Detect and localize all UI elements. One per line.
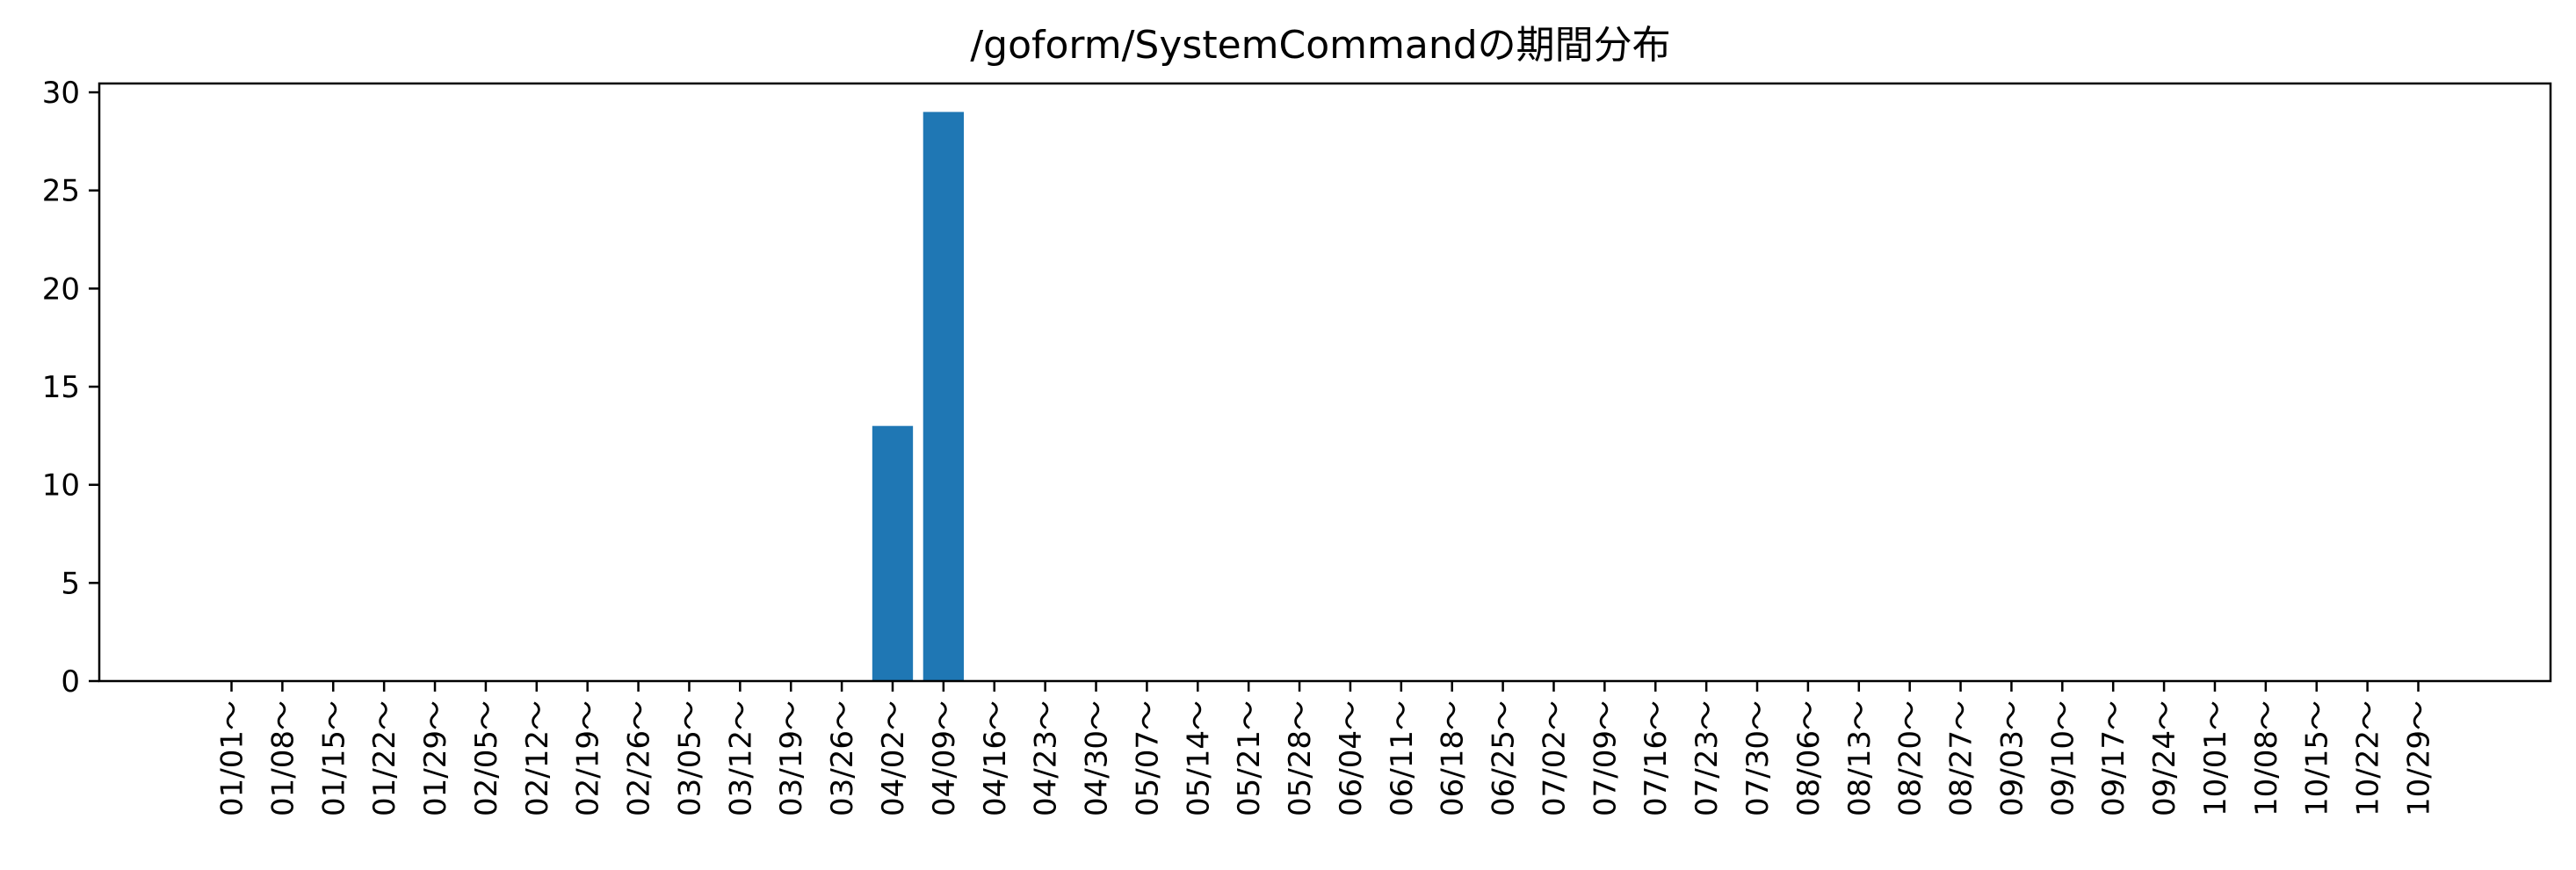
- bar-04/02～: [872, 425, 914, 681]
- x-tick-label: 04/16～: [978, 700, 1013, 816]
- y-tick-label: 20: [42, 272, 80, 307]
- x-tick-label: 04/23～: [1029, 700, 1064, 816]
- y-tick-label: 25: [42, 174, 80, 209]
- x-tick-label: 07/16～: [1639, 700, 1674, 816]
- y-tick-label: 15: [42, 370, 80, 405]
- y-tick-label: 30: [42, 76, 80, 111]
- x-tick-label: 02/26～: [622, 700, 657, 816]
- x-tick-label: 09/10～: [2045, 700, 2080, 816]
- y-tick-label: 5: [61, 566, 80, 601]
- x-tick-label: 08/27～: [1944, 700, 1979, 816]
- y-axis: 0 5 10 15 20 25 30: [42, 76, 99, 700]
- x-tick-label: 05/21～: [1232, 700, 1267, 816]
- x-tick-label: 07/02～: [1537, 700, 1572, 816]
- x-tick-label: 10/22～: [2351, 700, 2386, 816]
- x-tick-label: 03/19～: [774, 700, 809, 816]
- x-tick-label: 03/05～: [672, 700, 707, 816]
- x-tick-label: 10/08～: [2249, 700, 2284, 816]
- x-tick-label: 09/17～: [2096, 700, 2131, 816]
- x-tick-label: 09/24～: [2147, 700, 2182, 816]
- x-tick-label: 05/07～: [1130, 700, 1165, 816]
- x-axis: 01/01～ 01/08～ 01/15～ 01/22～ 01/29～ 02/05～ 02/1…: [214, 681, 2437, 816]
- x-tick-label: 05/28～: [1283, 700, 1318, 816]
- x-tick-label: 06/04～: [1334, 700, 1369, 816]
- x-tick-label: 01/01～: [214, 700, 250, 816]
- x-tick-label: 04/09～: [927, 700, 962, 816]
- x-tick-label: 08/06～: [1791, 700, 1827, 816]
- x-tick-label: 02/12～: [520, 700, 555, 816]
- x-tick-label: 02/05～: [469, 700, 504, 816]
- x-tick-label: 03/12～: [723, 700, 758, 816]
- x-tick-label: 06/25～: [1487, 700, 1522, 816]
- x-tick-label: 05/14～: [1181, 700, 1216, 816]
- x-tick-label: 07/23～: [1690, 700, 1725, 816]
- x-tick-label: 09/03～: [1994, 700, 2030, 816]
- x-tick-label: 06/11～: [1385, 700, 1420, 816]
- x-tick-label: 03/26～: [825, 700, 860, 816]
- x-tick-label: 01/15～: [316, 700, 351, 816]
- x-tick-label: 10/01～: [2198, 700, 2233, 816]
- x-tick-label: 08/20～: [1893, 700, 1928, 816]
- x-tick-label: 01/08～: [265, 700, 300, 816]
- x-tick-label: 06/18～: [1436, 700, 1471, 816]
- chart-title: /goform/SystemCommandの期間分布: [970, 23, 1670, 68]
- x-tick-label: 01/29～: [418, 700, 453, 816]
- x-tick-label: 07/09～: [1588, 700, 1623, 816]
- x-tick-label: 08/13～: [1842, 700, 1878, 816]
- bars: [872, 112, 965, 681]
- x-tick-label: 07/30～: [1740, 700, 1776, 816]
- x-tick-label: 04/02～: [876, 700, 911, 816]
- y-tick-label: 10: [42, 468, 80, 504]
- bar-04/09～: [923, 112, 965, 681]
- y-tick-label: 0: [61, 664, 80, 700]
- x-tick-label: 01/22～: [367, 700, 402, 816]
- plot-frame: [98, 82, 2552, 683]
- x-tick-label: 04/30～: [1080, 700, 1115, 816]
- x-tick-label: 10/29～: [2402, 700, 2437, 816]
- x-tick-label: 02/19～: [571, 700, 606, 816]
- x-tick-label: 10/15～: [2300, 700, 2335, 816]
